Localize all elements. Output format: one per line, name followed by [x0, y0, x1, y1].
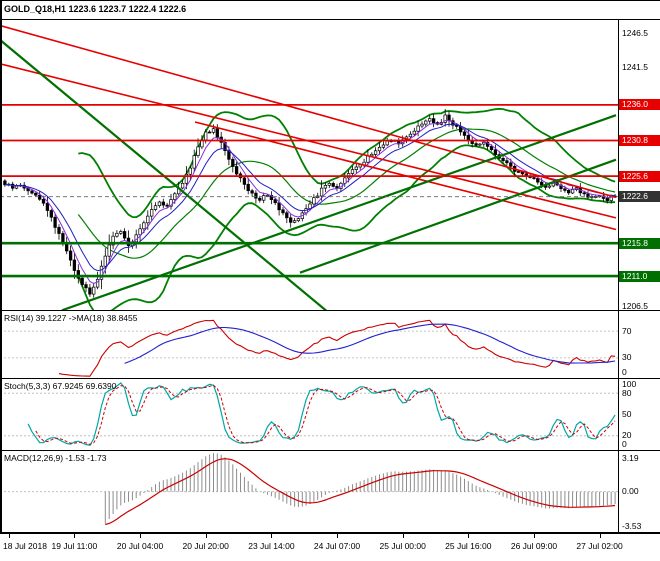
price-chart-canvas[interactable]: [0, 20, 619, 310]
time-tick: [271, 534, 273, 538]
time-axis-label: 26 Jul 09:00: [510, 541, 558, 551]
time-axis[interactable]: 18 Jul 2018 19 Jul 11:00 20 Jul 04:00 20 Ju…: [0, 533, 660, 561]
rsi-pane[interactable]: [0, 311, 660, 379]
time-axis-label: 24 Jul 07:00: [313, 541, 361, 551]
price-scale-separator: [618, 19, 619, 533]
time-tick: [402, 534, 404, 538]
macd-canvas[interactable]: [0, 451, 619, 532]
time-axis-label: 20 Jul 20:00: [182, 541, 229, 551]
macd-indicator-label: MACD(12,26,9) -1.53 -1.73: [4, 453, 107, 463]
time-tick: [8, 534, 10, 538]
macd-pane[interactable]: [0, 451, 660, 533]
time-tick: [140, 534, 142, 538]
time-tick: [599, 534, 601, 538]
time-axis-label: 25 Jul 16:00: [445, 541, 492, 551]
stochastic-indicator-label: Stoch(5,3,3) 67.9245 69.6390: [4, 381, 117, 391]
time-tick: [468, 534, 470, 538]
time-tick: [337, 534, 338, 538]
time-tick: [74, 534, 76, 538]
chart-title: GOLD_Q18,H1 1223.6 1223.7 1222.4 1222.6: [4, 4, 187, 14]
time-axis-label: 20 Jul 04:00: [116, 541, 164, 551]
time-tick: [534, 534, 535, 538]
time-axis-label: 25 Jul 00:00: [379, 541, 426, 551]
time-axis-label: 19 Jul 11:00: [51, 541, 98, 551]
time-axis-label: 23 Jul 14:00: [248, 541, 295, 551]
time-axis-label: 18 Jul 2018: [3, 541, 47, 551]
time-tick: [205, 534, 207, 538]
rsi-canvas[interactable]: [0, 311, 619, 378]
time-axis-label: 27 Jul 02:00: [576, 541, 623, 551]
stochastic-canvas[interactable]: [0, 379, 619, 450]
chart-left-border: [0, 1, 2, 533]
stochastic-pane[interactable]: [0, 379, 660, 451]
rsi-indicator-label: RSI(14) 39.1227 ->MA(18) 38.8455: [4, 313, 138, 323]
price-chart-pane[interactable]: [0, 19, 660, 311]
